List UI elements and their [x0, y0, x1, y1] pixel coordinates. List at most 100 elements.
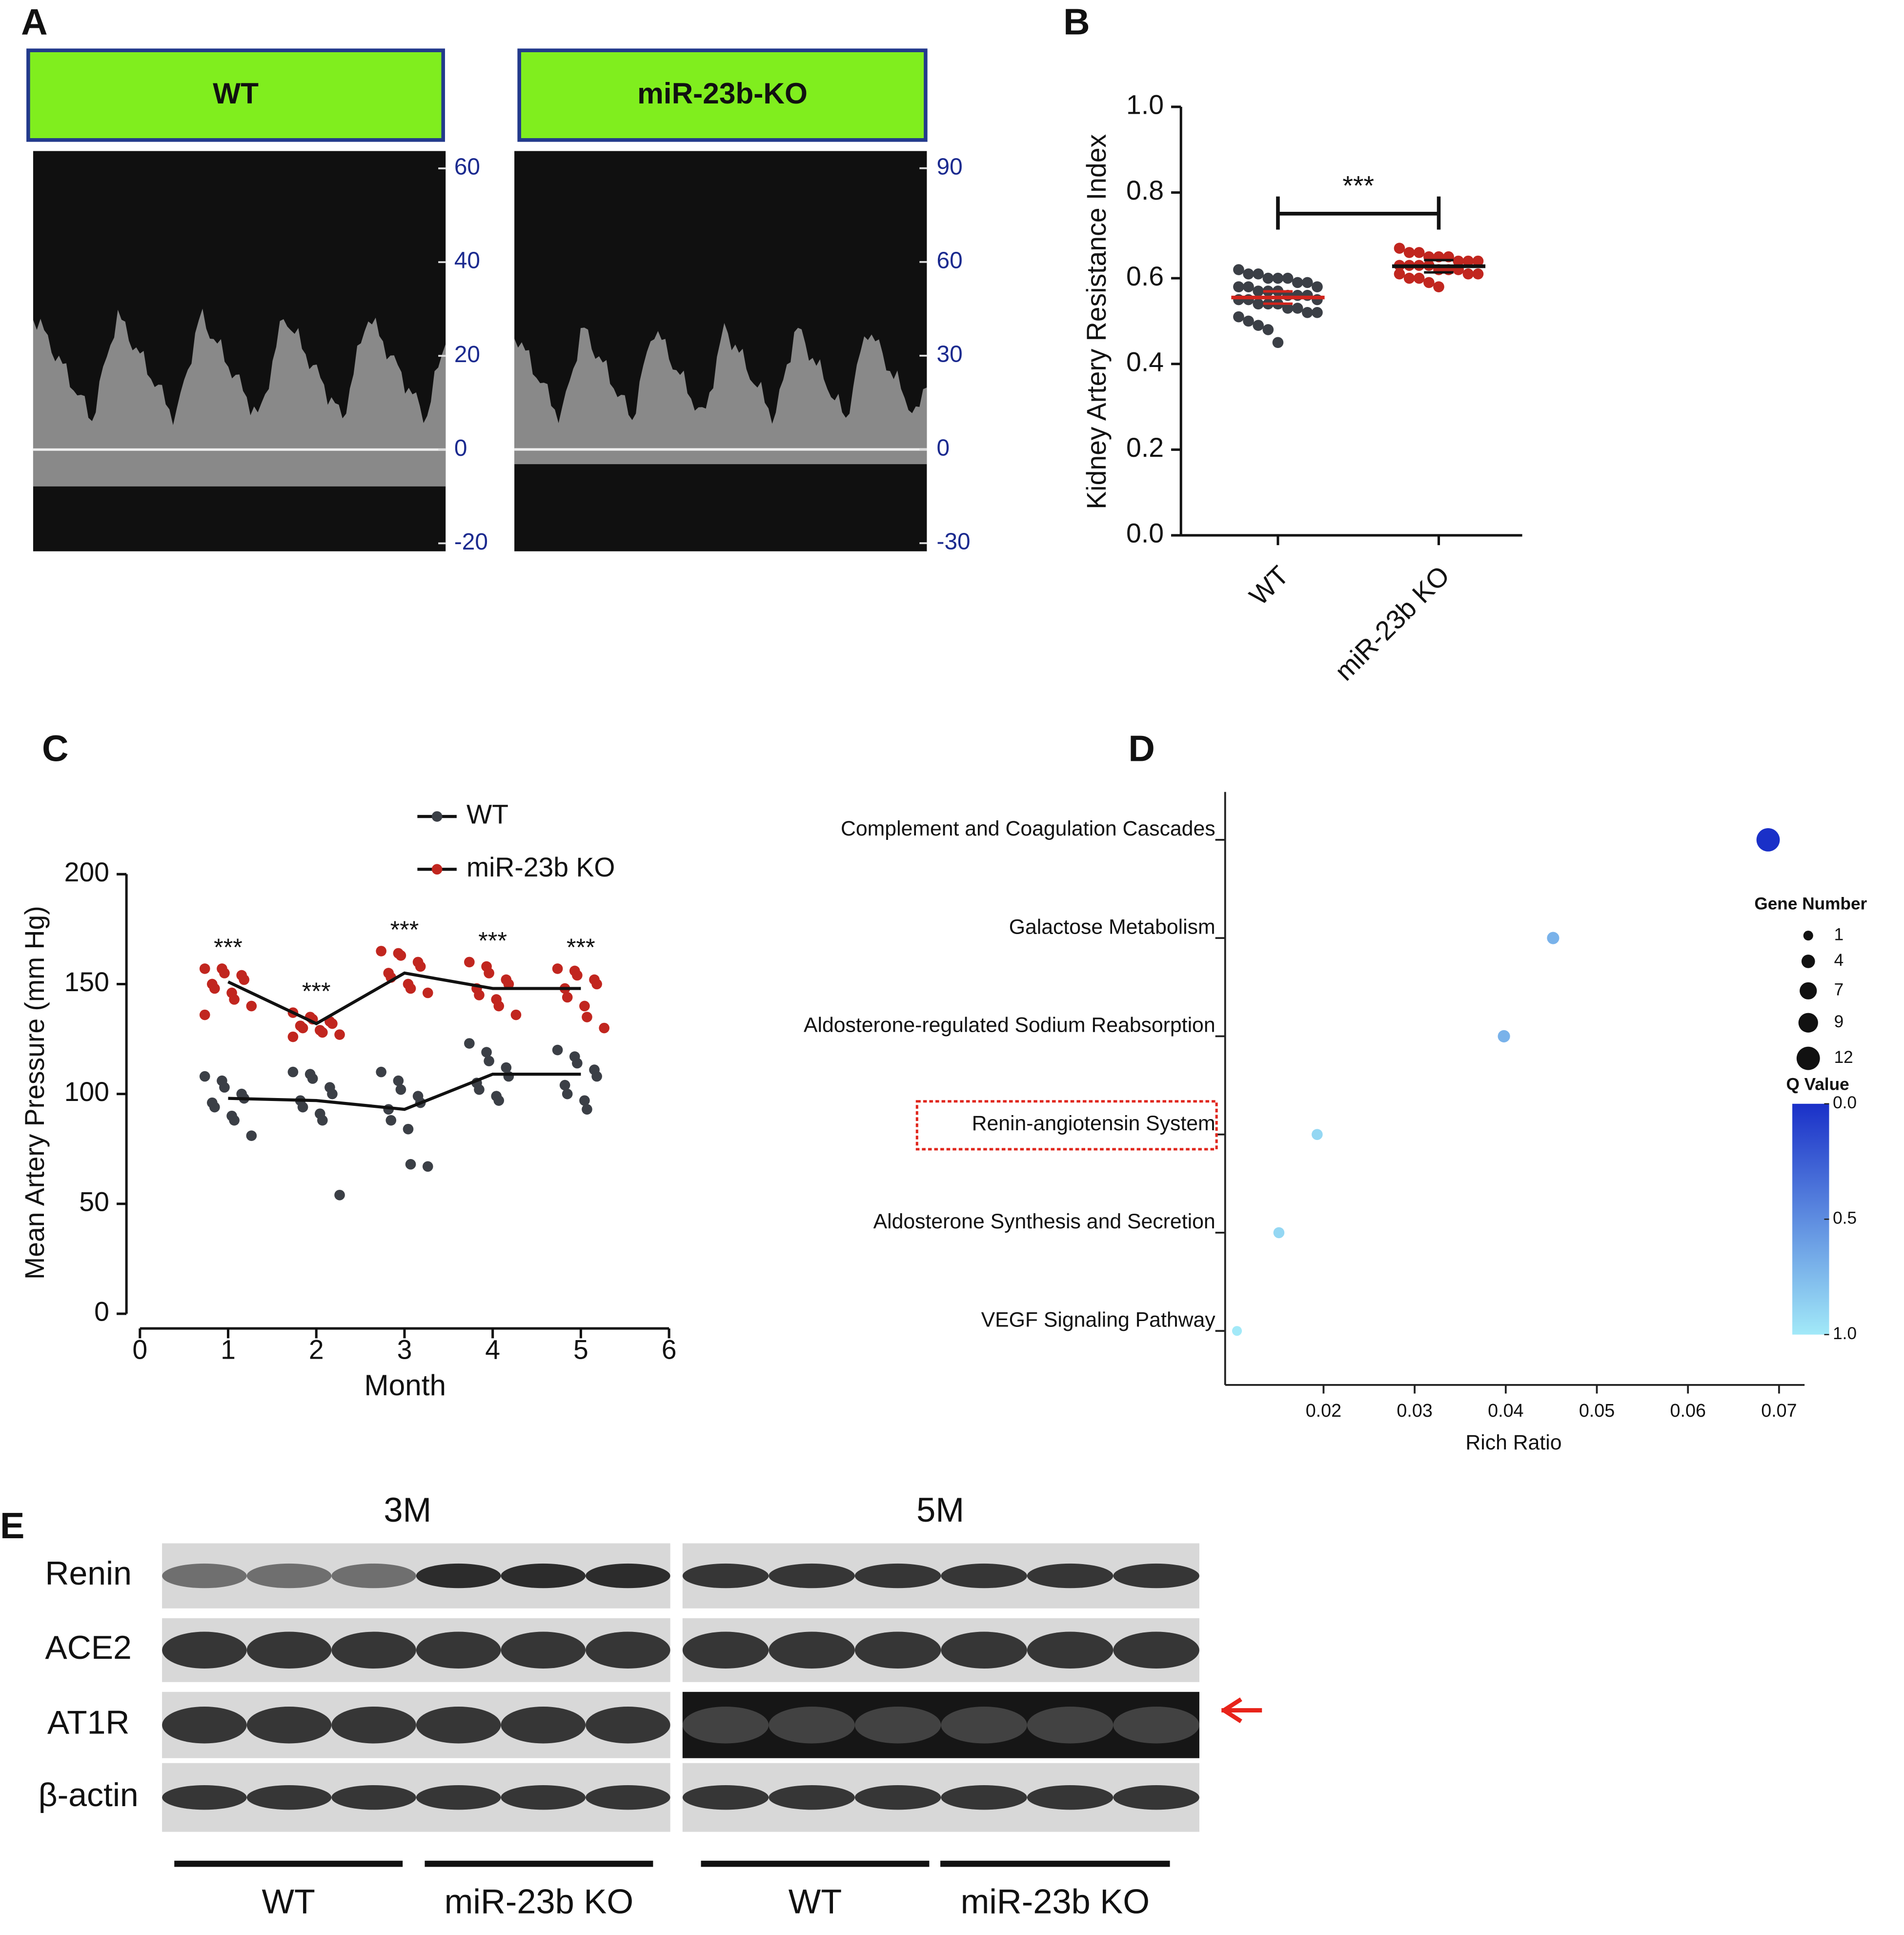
x-axis-label: Rich Ratio [1465, 1431, 1561, 1454]
blot-band [162, 1563, 247, 1589]
data-point [559, 1080, 570, 1091]
data-point [582, 1104, 592, 1115]
data-point [1403, 272, 1415, 284]
blot-band [586, 1785, 670, 1810]
data-point [510, 1009, 522, 1020]
x-tick-label: 0.03 [1397, 1400, 1432, 1421]
data-point [562, 992, 573, 1003]
arrow [1221, 1697, 1262, 1723]
data-point [579, 1000, 590, 1012]
blot-band [586, 1631, 670, 1669]
data-point [317, 1027, 328, 1038]
data-point [297, 1022, 308, 1034]
colorbar [1792, 1103, 1829, 1335]
blot-band [941, 1631, 1027, 1669]
data-point [246, 1000, 257, 1012]
data-point [422, 1161, 433, 1172]
condition-title: WT [213, 77, 259, 110]
condition-box [517, 48, 928, 142]
data-point [376, 1066, 386, 1078]
protein-label: AT1R [47, 1705, 130, 1741]
blot-band [1113, 1631, 1199, 1669]
x-tick-label: 5 [573, 1335, 588, 1365]
group-label: WT [262, 1882, 315, 1921]
x-tick-label: 0.04 [1488, 1400, 1523, 1421]
blot-band [501, 1631, 586, 1669]
data-point [1292, 277, 1303, 288]
blot-band [1027, 1785, 1114, 1810]
data-point [484, 968, 494, 978]
blot-band [682, 1631, 769, 1669]
blot-band [1027, 1631, 1114, 1669]
data-point [1413, 272, 1425, 284]
y-tick-label: 0.2 [1126, 432, 1164, 463]
bubble [1498, 1030, 1510, 1042]
data-point [219, 968, 230, 978]
legend-title: Q Value [1786, 1075, 1849, 1094]
data-point [1233, 311, 1244, 323]
data-point [1312, 307, 1323, 318]
blot-band [941, 1785, 1027, 1810]
data-point [1253, 298, 1264, 310]
legend-size [1796, 1046, 1820, 1070]
protein-label: β-actin [39, 1777, 139, 1813]
data-point [503, 978, 514, 990]
doppler-signal [33, 308, 446, 487]
y-tick-label: 0.0 [1126, 518, 1164, 549]
y-tick-label: 40 [454, 248, 480, 274]
data-point [1262, 272, 1274, 284]
blot-band [162, 1631, 247, 1669]
data-point [1462, 268, 1474, 280]
y-tick-label: 0 [94, 1297, 109, 1327]
data-point [1292, 303, 1303, 314]
legend-label: 4 [1834, 951, 1844, 970]
data-point [395, 1084, 406, 1095]
blot-band [1027, 1563, 1114, 1589]
data-point [239, 974, 250, 985]
blot-band [769, 1631, 855, 1669]
condition-title: miR-23b-KO [637, 77, 808, 110]
data-point [1253, 285, 1264, 297]
blot-band [769, 1707, 855, 1744]
data-point [219, 1082, 230, 1093]
blot-band [682, 1785, 769, 1810]
data-point [229, 994, 240, 1005]
bubble [1547, 932, 1560, 944]
x-tick-label: 3 [397, 1335, 412, 1365]
significance-label: *** [567, 933, 595, 961]
timepoint-label: 5M [916, 1490, 964, 1529]
data-point [484, 1056, 494, 1066]
blot-band [1027, 1707, 1114, 1744]
y-tick-label: 50 [79, 1186, 109, 1217]
significance-label: *** [390, 916, 419, 943]
legend-marker [431, 811, 443, 822]
data-point [1453, 255, 1464, 267]
blot-band [1113, 1707, 1199, 1744]
data-point [287, 1066, 299, 1078]
y-tick-label: 90 [937, 154, 963, 180]
y-tick-label: 30 [937, 341, 963, 367]
data-point [1282, 303, 1294, 314]
y-tick-label: 0.4 [1126, 346, 1164, 377]
significance-label: *** [302, 977, 331, 1005]
data-point [1403, 247, 1415, 258]
legend-label: 9 [1834, 1012, 1844, 1031]
data-point [481, 1047, 492, 1058]
group-label: miR-23b KO [445, 1882, 634, 1921]
data-point [334, 1189, 345, 1201]
data-point [1302, 307, 1313, 318]
data-point [1243, 281, 1254, 293]
data-point [552, 963, 563, 974]
data-point [552, 1044, 563, 1056]
y-tick-label: 60 [937, 247, 963, 273]
data-point [327, 1018, 338, 1029]
panel-label: C [42, 728, 69, 769]
legend-size [1803, 931, 1813, 941]
data-point [1423, 277, 1435, 288]
data-point [464, 957, 475, 968]
colorbar-label: 0.5 [1833, 1209, 1857, 1228]
legend-title: Gene Number [1754, 894, 1867, 913]
x-tick-label: 0 [132, 1335, 147, 1365]
data-point [493, 1095, 505, 1106]
blot-band [416, 1785, 501, 1810]
